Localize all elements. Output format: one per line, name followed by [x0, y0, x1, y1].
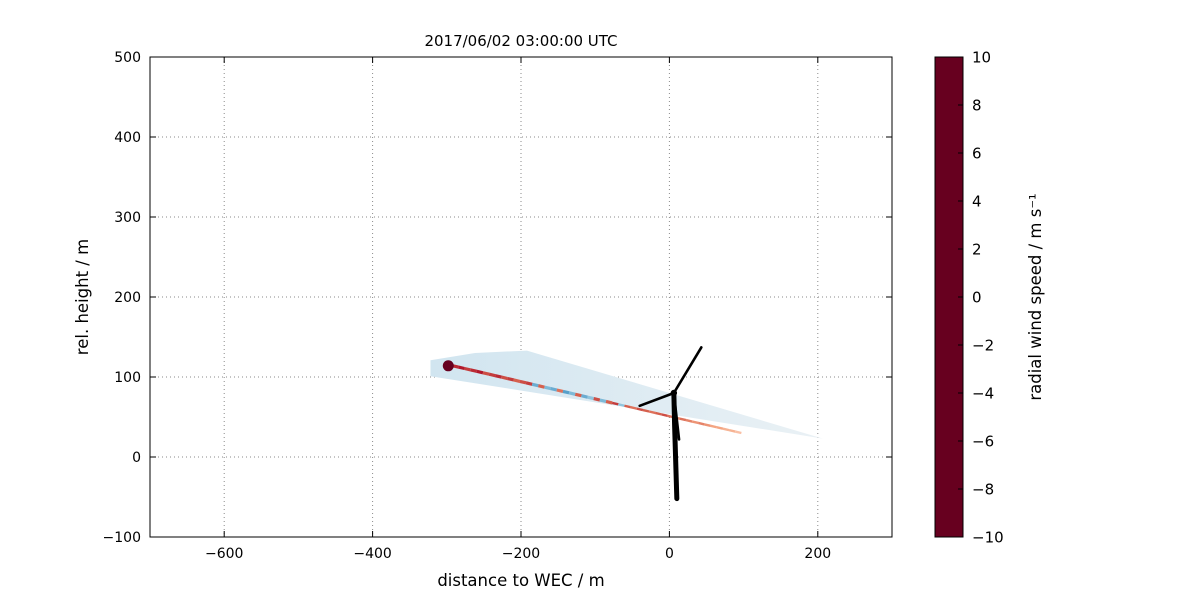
beam-segment — [611, 401, 619, 406]
beam-segment — [605, 399, 613, 405]
y-tick-label: 0 — [132, 450, 141, 466]
beam-segment — [618, 403, 625, 407]
x-tick-label: −200 — [502, 546, 540, 562]
colorbar-tick-label: −4 — [972, 385, 994, 403]
beam-segment — [691, 420, 699, 425]
scan-sector — [430, 350, 823, 439]
y-axis-label: rel. height / m — [73, 239, 92, 355]
colorbar-tick-label: −10 — [972, 529, 1004, 547]
colorbar-tick-label: 8 — [972, 97, 982, 115]
y-tick-label: 500 — [114, 50, 141, 66]
beam-segment — [494, 374, 502, 379]
beam-segment — [654, 411, 662, 416]
beam-segment — [581, 394, 588, 399]
beam-segment — [568, 391, 576, 396]
beam-segment — [482, 371, 490, 376]
beam-segment — [556, 388, 564, 393]
colorbar-label: radial wind speed / m s⁻¹ — [1026, 193, 1045, 400]
beam-segment — [648, 410, 656, 415]
beam-segment — [630, 406, 638, 410]
colorbar-tick-label: 4 — [972, 193, 982, 211]
x-tick-label: 200 — [804, 546, 831, 562]
beam-segment — [464, 366, 472, 372]
colorbar-tick-label: 6 — [972, 145, 982, 163]
beam-segment — [679, 417, 687, 422]
turbine-hub — [670, 389, 678, 397]
y-tick-label: −100 — [103, 530, 141, 546]
colorbar-tick-label: 2 — [972, 241, 982, 259]
y-tick-label: 400 — [114, 130, 141, 146]
beam-segment — [704, 423, 711, 428]
beam-segment — [531, 382, 539, 388]
beam-segment — [544, 385, 552, 391]
colorbar-tick-label: −6 — [972, 433, 994, 451]
beam-segment — [488, 372, 496, 378]
y-tick-label: 200 — [114, 290, 141, 306]
turbine-blade — [672, 391, 681, 441]
x-tick-label: −400 — [353, 546, 391, 562]
x-tick-label: −600 — [205, 546, 243, 562]
beam-segment — [470, 368, 478, 373]
beam-segment — [476, 369, 484, 375]
chart-title: 2017/06/02 03:00:00 UTC — [424, 32, 617, 50]
x-tick-label: 0 — [665, 546, 674, 562]
beam-segment — [501, 375, 508, 381]
beam-segment — [710, 424, 718, 429]
beam-segment — [519, 379, 527, 385]
beam-segment — [537, 384, 545, 389]
beam-segment — [728, 428, 736, 433]
beam-segment — [562, 389, 570, 395]
beam-segment — [624, 404, 631, 409]
beam-segment — [599, 398, 607, 404]
beam-segment — [685, 418, 693, 423]
beam-segment — [722, 427, 730, 432]
turbine-blade — [638, 391, 676, 408]
beam-segment — [636, 407, 644, 412]
beam-segment — [513, 378, 521, 383]
beam-segment — [507, 376, 515, 382]
beam-segment — [457, 365, 465, 371]
beam-segment — [587, 395, 595, 401]
beam-segment — [593, 397, 601, 402]
x-axis-label: distance to WEC / m — [437, 571, 604, 590]
lidar-marker — [442, 360, 454, 372]
beam-segment — [550, 387, 558, 392]
colorbar-tick-label: −8 — [972, 481, 994, 499]
y-tick-label: 100 — [114, 370, 141, 386]
beam-segment — [525, 381, 533, 386]
y-tick-label: 300 — [114, 210, 141, 226]
colorbar-tick-label: −2 — [972, 337, 994, 355]
beam-segment — [734, 430, 742, 435]
beam-segment — [574, 392, 582, 398]
beam-segment — [642, 408, 650, 413]
colorbar-tick-label: 10 — [972, 49, 991, 67]
beam-segment — [716, 426, 724, 430]
colorbar-tick-label: 0 — [972, 289, 982, 307]
turbine-blade — [672, 346, 703, 395]
beam-segment — [698, 421, 705, 426]
beam-segment — [661, 413, 668, 417]
